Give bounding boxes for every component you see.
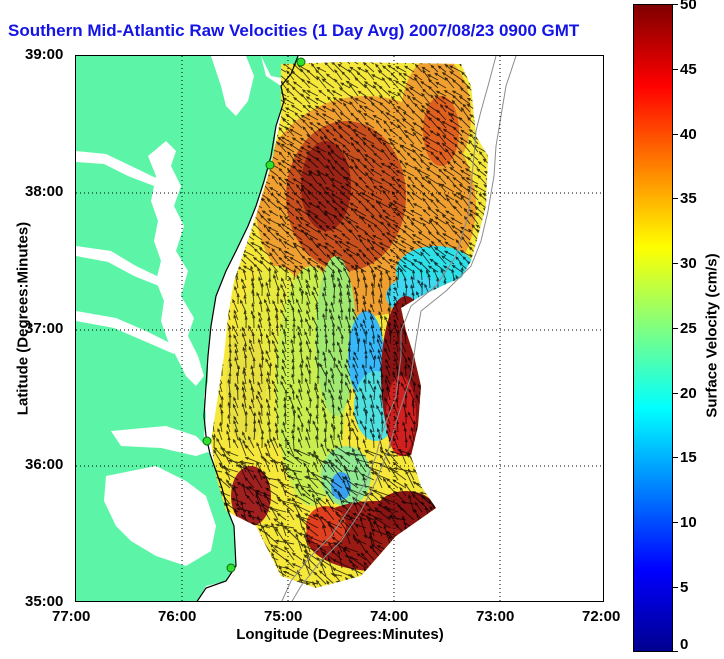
map-canvas (76, 56, 603, 601)
y-tick-label: 36:00 (25, 456, 64, 473)
radar-station-marker (296, 57, 306, 67)
river (76, 311, 176, 354)
colorbar-tick-label: 45 (680, 61, 697, 78)
pamlico-sound (104, 466, 216, 566)
albemarle-sound (111, 426, 211, 456)
chesapeake-bay (148, 141, 204, 386)
radar-station-marker (226, 563, 236, 573)
x-tick-label: 74:00 (370, 608, 409, 625)
colorbar-tick-label: 5 (680, 579, 689, 596)
coastline (196, 56, 299, 601)
colorbar-ticks: 50 45 40 35 30 25 20 15 10 5 0 (673, 0, 703, 659)
x-tick-label: 77:00 (52, 608, 91, 625)
y-tick-label: 38:00 (25, 183, 64, 200)
colorbar-tick-label: 35 (680, 190, 697, 207)
x-tick-label: 76:00 (158, 608, 197, 625)
river (76, 246, 161, 286)
colorbar-tick-label: 50 (680, 0, 697, 13)
colorbar-tick-label: 20 (680, 385, 697, 402)
x-tick-label: 75:00 (264, 608, 303, 625)
colorbar-tick-label: 25 (680, 320, 697, 337)
colorbar-tick-label: 0 (680, 636, 689, 653)
y-tick-label: 39:00 (25, 46, 64, 63)
radar-station-marker (202, 436, 212, 446)
colorbar-tick-label: 10 (680, 514, 697, 531)
bathymetry-contours (281, 56, 517, 601)
colorbar-label: Surface Velocity (cm/s) (703, 253, 721, 418)
delaware-bay (211, 56, 254, 116)
map-title: Southern Mid-Atlantic Raw Velocities (1 … (8, 21, 580, 40)
y-axis-label: Latitude (Degrees:Minutes) (14, 221, 32, 416)
radar-stations (202, 57, 306, 573)
map-gridlines (76, 56, 603, 601)
colorbar (633, 4, 673, 652)
colorbar-tick-label: 15 (680, 449, 697, 466)
river (76, 151, 156, 186)
map-plot-area (75, 55, 604, 602)
x-axis-label: Longitude (Degrees:Minutes) (236, 626, 444, 643)
x-tick-label: 73:00 (476, 608, 515, 625)
colorbar-tick-label: 40 (680, 126, 697, 143)
colorbar-tick-label: 30 (680, 255, 697, 272)
y-tick-label: 37:00 (25, 320, 64, 337)
x-tick-label: 72:00 (582, 608, 621, 625)
radar-station-marker (265, 160, 275, 170)
y-tick-label: 35:00 (25, 593, 64, 610)
